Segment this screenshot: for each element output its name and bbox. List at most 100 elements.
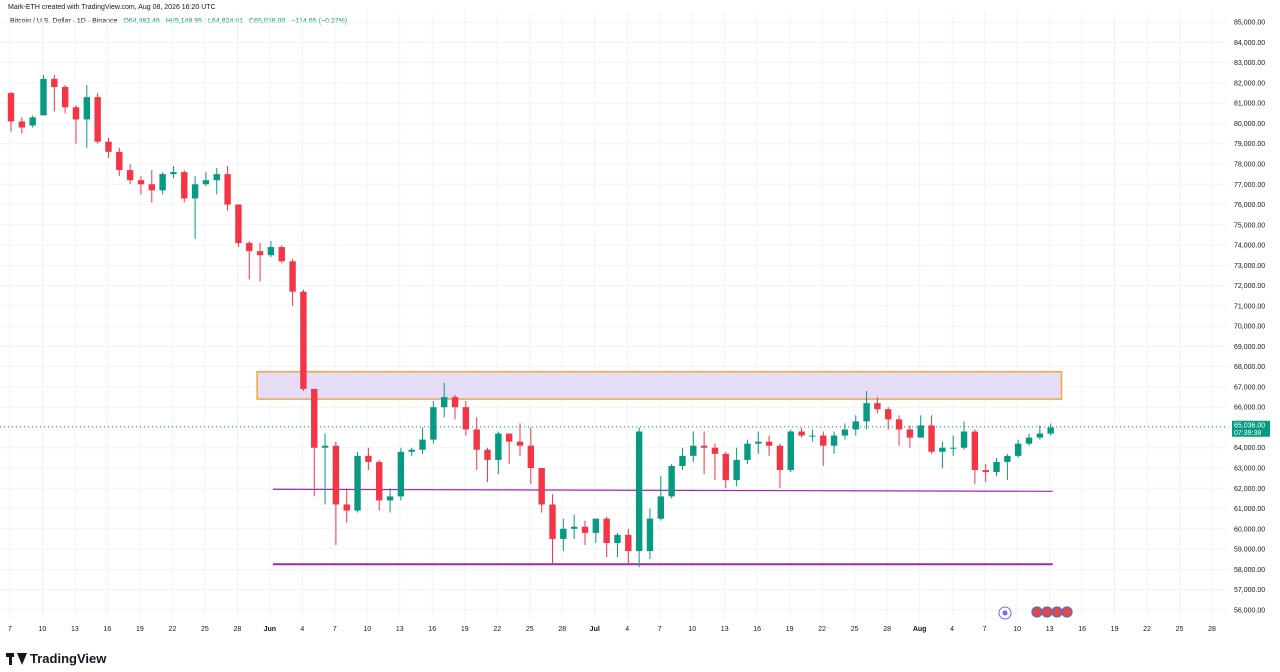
candle-body <box>1047 427 1054 434</box>
candle-body <box>798 431 805 436</box>
candle-body <box>722 453 729 481</box>
x-tick-label: 25 <box>851 626 859 633</box>
candle-body <box>885 409 892 420</box>
last-price-box <box>1232 420 1270 437</box>
candle-body <box>917 425 924 438</box>
candle-body <box>906 429 914 438</box>
close-value: C65,036.00 <box>249 18 286 25</box>
candle-body <box>159 174 166 191</box>
y-tick-label: 74,000.00 <box>1234 243 1265 250</box>
x-tick-label: 22 <box>493 626 501 633</box>
y-tick-label: 76,000.00 <box>1234 202 1265 209</box>
candle-body <box>430 407 437 440</box>
y-tick-label: 67,000.00 <box>1234 384 1265 391</box>
candle-body <box>960 431 968 448</box>
x-tick-label: 10 <box>1013 626 1021 633</box>
y-tick-label: 75,000.00 <box>1234 222 1265 229</box>
candle-body <box>213 174 220 181</box>
x-tick-label: 28 <box>1208 626 1216 633</box>
candle-body <box>419 439 426 450</box>
candle-body <box>116 151 123 171</box>
x-tick-label: Jun <box>264 626 276 633</box>
candle-body <box>928 425 935 452</box>
candle-body <box>202 180 210 185</box>
candle-body <box>321 445 329 448</box>
x-tick-label: 7 <box>333 626 337 633</box>
tradingview-logo: TradingView <box>6 651 106 666</box>
candle-body <box>787 431 794 471</box>
y-tick-label: 56,000.00 <box>1234 607 1265 614</box>
x-tick-label: 4 <box>300 626 304 633</box>
x-tick-label: 7 <box>8 626 12 633</box>
candle-body <box>874 403 881 410</box>
candle-body <box>744 443 751 460</box>
x-tick-label: 22 <box>818 626 826 633</box>
candle-body <box>733 459 740 481</box>
low-value: L64,824.81 <box>208 18 244 25</box>
candle-body <box>830 435 838 446</box>
candle-body <box>1004 455 1011 462</box>
x-tick-label: 10 <box>688 626 696 633</box>
candle-body <box>755 441 762 444</box>
x-tick-label: 16 <box>1078 626 1086 633</box>
x-tick-label: 19 <box>1111 626 1119 633</box>
y-tick-label: 59,000.00 <box>1234 547 1265 554</box>
economic-event-icon[interactable] <box>1051 606 1063 618</box>
y-tick-label: 71,000.00 <box>1234 303 1265 310</box>
candle-body <box>72 107 80 120</box>
candle-body <box>181 172 188 199</box>
candle-body <box>191 184 199 199</box>
y-tick-label: 72,000.00 <box>1234 283 1265 290</box>
candle-body <box>1036 433 1044 438</box>
candle-body <box>365 455 372 462</box>
x-tick-label: 16 <box>753 626 761 633</box>
high-value: H65,148.95 <box>165 18 203 25</box>
candle-body <box>343 504 350 511</box>
y-tick-label: 77,000.00 <box>1234 182 1265 189</box>
candle-body <box>700 445 708 448</box>
x-tick-label: 28 <box>883 626 891 633</box>
x-tick-label: 22 <box>1143 626 1151 633</box>
economic-event-icon[interactable] <box>1041 606 1053 618</box>
candle-body <box>148 184 155 191</box>
candle-body <box>40 78 47 116</box>
x-tick-label: 16 <box>428 626 436 633</box>
candle-body <box>278 247 285 262</box>
candle-body <box>397 451 405 497</box>
candle-body <box>895 419 903 430</box>
y-tick-label: 66,000.00 <box>1234 405 1265 412</box>
candle-body <box>267 247 275 256</box>
candle-body <box>126 170 134 181</box>
y-tick-label: 80,000.00 <box>1234 121 1265 128</box>
y-tick-label: 58,000.00 <box>1234 567 1265 574</box>
x-tick-label: 13 <box>1046 626 1054 633</box>
candle-body <box>765 441 773 446</box>
candle-body <box>484 449 491 460</box>
economic-event-icon[interactable] <box>1061 606 1073 618</box>
candle-body <box>224 174 231 205</box>
candle-body <box>820 435 827 446</box>
candle-body <box>809 435 816 437</box>
x-tick-label: Aug <box>913 626 927 633</box>
candle-body <box>538 468 545 505</box>
y-tick-label: 85,000.00 <box>1234 20 1265 27</box>
x-tick-label: 25 <box>526 626 534 633</box>
y-tick-label: 70,000.00 <box>1234 324 1265 331</box>
candle-body <box>581 526 589 533</box>
candle-body <box>61 86 69 108</box>
candle-body <box>289 261 296 292</box>
symbol-legend: Bitcoin / U.S. Dollar · 1D · Binance O64… <box>10 18 347 25</box>
economic-event-icon[interactable] <box>1031 606 1043 618</box>
x-tick-label: 16 <box>103 626 111 633</box>
candle-body <box>170 172 177 175</box>
candle-body <box>527 445 535 468</box>
candle-body <box>1014 443 1022 456</box>
y-tick-label: 57,000.00 <box>1234 587 1265 594</box>
y-tick-label: 60,000.00 <box>1234 526 1265 533</box>
x-tick-label: 13 <box>396 626 404 633</box>
x-tick-label: 19 <box>461 626 469 633</box>
y-tick-label: 61,000.00 <box>1234 506 1265 513</box>
candle-body <box>776 445 784 471</box>
candle-body <box>679 455 686 466</box>
